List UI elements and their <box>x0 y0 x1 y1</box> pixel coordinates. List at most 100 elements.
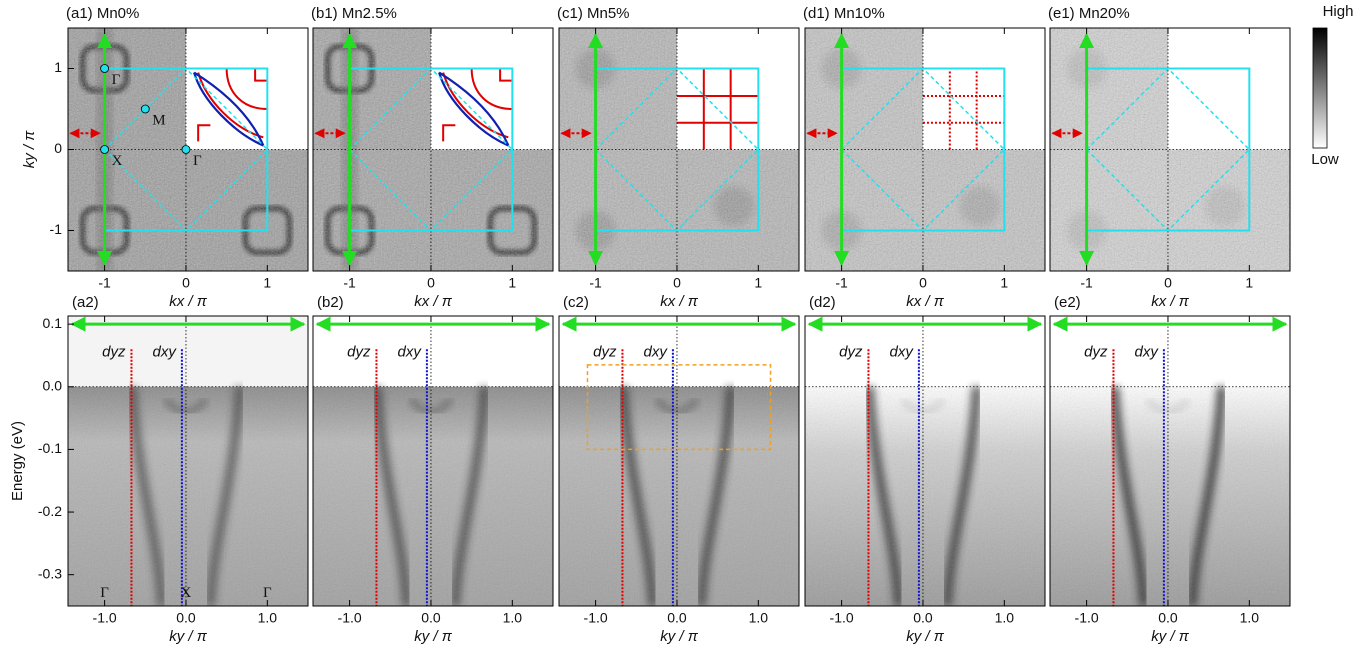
x-tick-label: -1 <box>98 275 111 291</box>
panel: (d1) Mn10% kx / π -1 0 1 <box>803 5 1046 310</box>
image <box>1050 28 1290 271</box>
panel-title: (c1) Mn5% <box>557 5 630 22</box>
frame <box>558 315 800 607</box>
symmetry-label: M <box>152 112 165 128</box>
y-axis-label: Energy (eV) <box>9 421 26 501</box>
y-tick-label: -0.3 <box>38 565 62 581</box>
image <box>313 316 553 606</box>
image <box>559 28 799 271</box>
x-tick-label: 0 <box>919 275 927 291</box>
colorbar-low: Low <box>1311 151 1339 168</box>
panel-title: (e1) Mn20% <box>1048 5 1130 22</box>
x-tick-label: 1.0 <box>749 610 769 626</box>
symmetry-point <box>181 145 191 154</box>
colorbar-high: High <box>1323 3 1354 20</box>
x-tick-label: 1 <box>263 275 271 291</box>
symmetry-label: Γ <box>193 153 202 169</box>
noise <box>1050 386 1290 606</box>
symmetry-point <box>100 145 110 154</box>
model-fs <box>193 71 265 146</box>
symmetry-label: Γ <box>263 585 272 601</box>
x-axis-label: kx / π <box>414 293 453 310</box>
image <box>1050 316 1290 606</box>
panel: dyz dxy (a2) ky / π -1.0 0.0 1.0 0.1 0.0 -0.1 -0.2… <box>9 294 309 645</box>
noise <box>805 386 1045 606</box>
x-tick-label: -1.0 <box>1075 610 1099 626</box>
x-tick-label: 0 <box>1164 275 1172 291</box>
y-axis-label: ky / π <box>21 130 38 169</box>
model-quadrant <box>1167 28 1290 150</box>
x-axis-label: ky / π <box>1151 628 1190 645</box>
frame <box>558 27 800 272</box>
x-tick-label: 1 <box>1245 275 1253 291</box>
panel: dyz dxy (d2) ky / π -1.0 0.0 1.0 <box>804 294 1046 645</box>
x-axis-label: kx / π <box>169 293 208 310</box>
y-tick-label: -1 <box>50 221 63 237</box>
model-fs <box>254 68 268 82</box>
x-tick-label: 0.0 <box>667 610 687 626</box>
x-tick-label: -1.0 <box>830 610 854 626</box>
y-tick-label: 0 <box>54 140 62 156</box>
x-axis-label: kx / π <box>660 293 699 310</box>
orbital-label: dxy <box>153 343 178 360</box>
panel: (a1) Mn0% kx / π -1 0 1 -1 0 1 ky / π Γ M X Γ <box>21 5 309 310</box>
model-fs <box>225 68 268 110</box>
orbital-label: dyz <box>593 343 617 360</box>
symmetry-label: Γ <box>100 585 109 601</box>
y-tick-label: 0.0 <box>43 377 63 393</box>
frame <box>312 27 554 272</box>
panel-title: (e2) <box>1054 294 1081 311</box>
y-tick-label: -0.1 <box>38 440 62 456</box>
frame <box>804 315 1046 607</box>
panel: dyz dxy (e2) ky / π -1.0 0.0 1.0 <box>1049 294 1291 645</box>
frame <box>1049 315 1291 607</box>
model-fs <box>499 68 513 82</box>
highlight-box <box>586 364 772 451</box>
symmetry-point <box>100 64 110 73</box>
x-tick-label: -1 <box>343 275 356 291</box>
panel-title: (d2) <box>809 294 836 311</box>
frame <box>804 27 1046 272</box>
orbital-label: dxy <box>1135 343 1160 360</box>
panel: (e1) Mn20% kx / π -1 0 1 <box>1048 5 1291 310</box>
model-fs <box>193 72 264 147</box>
x-tick-label: -1 <box>835 275 848 291</box>
panel-title: (a1) Mn0% <box>66 5 139 22</box>
x-tick-label: 1.0 <box>258 610 278 626</box>
x-axis-label: ky / π <box>414 628 453 645</box>
model-fs <box>438 71 510 146</box>
panel-title: (b2) <box>317 294 344 311</box>
colorbar <box>1312 27 1328 149</box>
model-fs <box>438 72 509 147</box>
noise <box>559 386 799 606</box>
x-tick-label: 0.0 <box>913 610 933 626</box>
panel-title: (a2) <box>72 294 99 311</box>
x-tick-label: 0 <box>673 275 681 291</box>
x-tick-label: -1 <box>1080 275 1093 291</box>
y-tick-label: -0.2 <box>38 503 62 519</box>
noise <box>68 386 308 606</box>
x-tick-label: 1.0 <box>503 610 523 626</box>
orbital-label: dyz <box>102 343 126 360</box>
image <box>559 316 799 606</box>
panel-title: (d1) Mn10% <box>803 5 885 22</box>
x-tick-label: -1.0 <box>584 610 608 626</box>
x-tick-label: 0.0 <box>421 610 441 626</box>
x-tick-label: 1 <box>754 275 762 291</box>
x-tick-label: 0 <box>427 275 435 291</box>
model-fs <box>197 124 211 142</box>
orbital-label: dyz <box>839 343 863 360</box>
x-tick-label: -1 <box>589 275 602 291</box>
model-fs <box>442 124 456 142</box>
model-quadrant <box>676 28 799 150</box>
model-fs <box>470 68 513 110</box>
noise <box>313 386 553 606</box>
x-tick-label: 1.0 <box>995 610 1015 626</box>
symmetry-label: X <box>181 585 192 601</box>
x-axis-label: kx / π <box>906 293 945 310</box>
x-tick-label: 0 <box>182 275 190 291</box>
y-tick-label: 0.1 <box>43 315 63 331</box>
panel-title: (b1) Mn2.5% <box>311 5 397 22</box>
panel: dyz dxy (c2) ky / π -1.0 0.0 1.0 <box>558 294 800 645</box>
